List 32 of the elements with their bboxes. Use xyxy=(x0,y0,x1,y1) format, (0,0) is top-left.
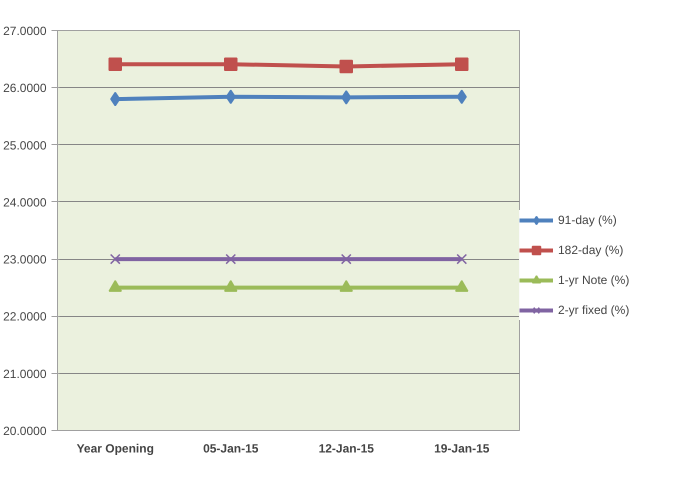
point xyxy=(455,280,468,292)
point xyxy=(225,254,236,264)
x-tick-label: 12-Jan-15 xyxy=(318,442,374,456)
point xyxy=(456,90,467,104)
point xyxy=(340,254,352,264)
legend-label: 1-yr Note (%) xyxy=(558,273,630,287)
x-tick-label: 05-Jan-15 xyxy=(203,442,259,456)
point xyxy=(110,92,120,106)
legend-label: 91-day (%) xyxy=(558,213,617,227)
point xyxy=(224,57,238,71)
x-tick-label: Year Opening xyxy=(76,442,154,456)
point xyxy=(110,254,121,264)
point xyxy=(341,90,352,105)
y-tick-label: 23.0000 xyxy=(3,252,47,267)
y-tick-label: 27.0000 xyxy=(3,24,47,38)
point xyxy=(340,60,353,74)
y-tick-label: 25.0000 xyxy=(3,138,47,152)
y-tick-label: 24.0000 xyxy=(3,195,47,210)
point xyxy=(340,280,353,292)
point xyxy=(226,90,236,104)
point xyxy=(224,280,238,292)
y-tick-label: 22.0000 xyxy=(3,310,47,324)
legend-label: 2-yr fixed (%) xyxy=(558,303,630,317)
y-tick-label: 21.0000 xyxy=(3,366,47,381)
point xyxy=(456,254,468,264)
x-tick-label: 19-Jan-15 xyxy=(434,442,490,456)
point xyxy=(108,280,122,292)
legend-label: 182-day (%) xyxy=(558,243,624,257)
y-tick-label: 20.0000 xyxy=(3,424,47,438)
y-tick-label: 26.0000 xyxy=(3,81,47,96)
point xyxy=(455,57,468,71)
point xyxy=(108,57,122,71)
